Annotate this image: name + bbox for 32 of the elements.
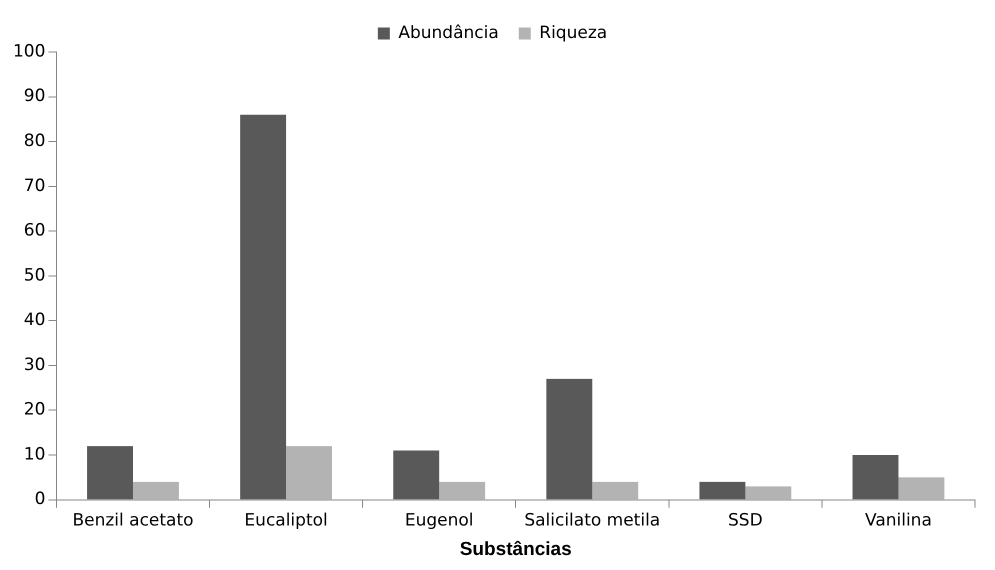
- bar: [87, 446, 133, 500]
- y-tick-label: 50: [24, 265, 46, 286]
- bar: [852, 455, 898, 500]
- x-tick-label: SSD: [728, 510, 763, 530]
- bar: [240, 114, 286, 500]
- x-tick-label: Benzil acetato: [72, 510, 194, 530]
- bar: [439, 482, 486, 500]
- bar: [393, 450, 440, 500]
- y-tick-label: 70: [24, 176, 46, 196]
- y-tick-label: 90: [24, 86, 46, 106]
- bar: [745, 486, 792, 500]
- y-tick-label: 40: [24, 310, 46, 330]
- x-tick-label: Salicilato metila: [524, 510, 660, 530]
- x-tick-label: Eucaliptol: [244, 510, 328, 530]
- bar: [546, 378, 592, 500]
- y-tick-label: 80: [24, 130, 46, 151]
- bar: [699, 482, 746, 500]
- x-tick-label: Vanilina: [865, 510, 932, 530]
- legend-label: Riqueza: [539, 22, 608, 43]
- x-axis-title: Substâncias: [460, 538, 572, 560]
- bar: [286, 446, 332, 500]
- y-tick-label: 100: [12, 41, 46, 62]
- y-tick-label: 0: [34, 489, 46, 510]
- bar: [592, 482, 638, 500]
- bar: [132, 482, 179, 500]
- y-tick-label: 30: [24, 354, 46, 375]
- y-tick-label: 60: [24, 220, 46, 241]
- y-tick-label: 10: [24, 444, 46, 464]
- x-tick-label: Eugenol: [404, 510, 474, 530]
- y-tick-label: 20: [24, 400, 46, 420]
- legend-label: Abundância: [398, 22, 499, 43]
- bar: [898, 477, 944, 500]
